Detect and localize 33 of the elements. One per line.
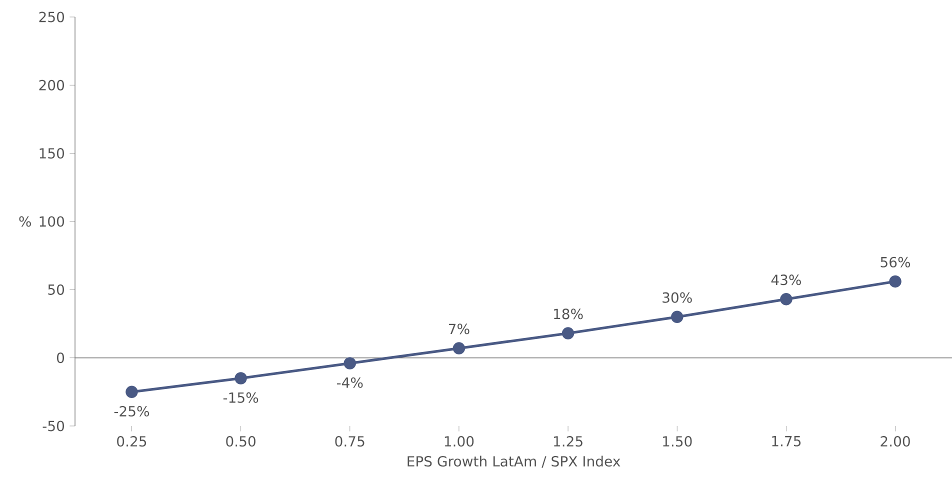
point <box>889 275 902 288</box>
data-label: 7% <box>449 324 470 334</box>
data-label: 56% <box>880 256 910 268</box>
point <box>670 310 684 324</box>
y-tick-label: 50 <box>48 284 64 295</box>
x-axis-title: EPS Growth LatAm / SPX Index <box>408 456 620 468</box>
y-tick-label: 150 <box>40 148 64 159</box>
x-tick-label: 2.00 <box>880 436 910 447</box>
y-axis-title: % <box>19 216 31 227</box>
y-tick-label: 0 <box>56 352 64 364</box>
x-tick-label: 1.50 <box>663 436 692 447</box>
point <box>344 357 356 370</box>
point <box>452 342 466 354</box>
y-tick-label: -50 <box>42 420 64 432</box>
point <box>780 293 792 306</box>
y-tick-label: 100 <box>40 216 64 227</box>
data-label: 43% <box>771 274 801 286</box>
data-label: -15% <box>223 392 258 403</box>
y-tick-label: 200 <box>39 80 64 90</box>
x-tick-label: 1.00 <box>444 436 474 447</box>
data-label: -25% <box>114 406 150 417</box>
y-tick-label: 250 <box>39 12 64 22</box>
x-tick-label: 1.75 <box>772 436 801 446</box>
x-tick-label: 0.25 <box>117 436 146 447</box>
x-tick-label: 0.50 <box>226 436 256 447</box>
x-tick-label: 1.25 <box>554 436 582 447</box>
data-label: 30% <box>662 292 692 303</box>
x-tick-label: 0.75 <box>335 436 364 447</box>
point <box>234 372 247 384</box>
point <box>562 327 574 340</box>
data-label: 18% <box>554 308 583 320</box>
data-label: -4% <box>336 377 363 388</box>
point <box>126 386 138 398</box>
